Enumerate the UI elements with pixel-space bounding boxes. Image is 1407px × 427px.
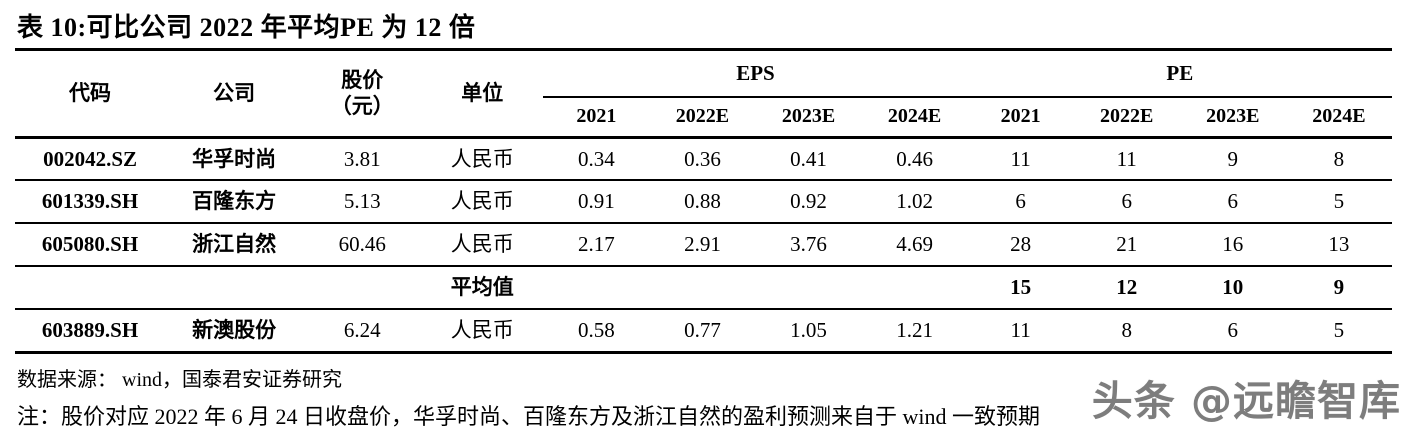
cell-pe-2021: 28 — [1010, 232, 1032, 257]
col-header-eps-2024e: 2024E — [887, 105, 942, 128]
cell-eps-2024E: 1.02 — [896, 189, 933, 214]
table-row: 601339.SH 百隆东方 5.13 人民币 0.91 0.88 0.92 1.02 6 6 6 5 — [15, 180, 1392, 223]
group-header-pe: PE — [967, 51, 1392, 98]
cell-price: 6.24 — [343, 318, 381, 343]
cell-eps-2022E: 0.88 — [684, 189, 721, 214]
col-header-pe-2023e: 2023E — [1206, 105, 1260, 128]
data-source-text: 数据来源： wind，国泰君安证券研究 — [17, 368, 342, 391]
cell-eps-2021: 0.91 — [578, 189, 615, 214]
cell-average-label: 平均值 — [450, 275, 514, 300]
cell-company — [165, 266, 303, 309]
col-header-eps-2022e: 2022E — [675, 105, 730, 128]
col-header-eps-2023e: 2023E — [781, 105, 836, 128]
cell-pe-2022E: 6 — [1121, 189, 1132, 214]
cell-eps-2021: 0.34 — [578, 146, 615, 171]
col-header-unit: 单位 — [461, 81, 504, 106]
cell-eps-2021: 2.17 — [578, 232, 615, 257]
cell-eps-2023E: 3.76 — [790, 232, 827, 257]
cell-unit: 人民币 — [450, 232, 514, 257]
cell-price — [303, 266, 421, 309]
table-title: 表 10:可比公司 2022 年平均PE 为 12 倍 — [15, 0, 1392, 51]
table-row: 603889.SH 新澳股份 6.24 人民币 0.58 0.77 1.05 1.21 11 8 6… — [15, 309, 1392, 352]
col-header-pe-2024e: 2024E — [1312, 105, 1366, 128]
cell-pe-2023E: 9 — [1227, 146, 1239, 171]
cell-code: 605080.SH — [41, 232, 139, 257]
cell-pe-2021: 11 — [1010, 146, 1031, 171]
cell-eps-2022E: 0.77 — [684, 318, 721, 343]
watermark-text: 头条 @远瞻智库 — [1091, 377, 1401, 425]
col-header-price: 股价 （元） — [303, 51, 421, 137]
cell-eps-2023E: 1.05 — [790, 318, 827, 343]
col-header-pe-2022e: 2022E — [1100, 105, 1154, 128]
col-header-eps-2021: 2021 — [576, 105, 617, 128]
col-header-company: 公司 — [213, 81, 256, 106]
cell-code — [15, 266, 165, 309]
cell-company: 华孚时尚 — [192, 146, 277, 171]
cell-code: 603889.SH — [41, 318, 139, 343]
cell-pe-2023E: 16 — [1222, 232, 1244, 257]
cell-company: 浙江自然 — [192, 232, 277, 257]
cell-eps-2023E: 0.41 — [790, 146, 827, 171]
cell-pe-2022E: 21 — [1116, 232, 1138, 257]
table-body: 002042.SZ 华孚时尚 3.81 人民币 0.34 0.36 0.41 0.46 11 11… — [15, 137, 1392, 352]
cell-eps-2024E: 4.69 — [896, 232, 933, 257]
cell-eps-2021 — [543, 266, 649, 309]
col-header-pe-2021: 2021 — [1000, 105, 1041, 128]
table-header: 代码 公司 股价 （元） 单位 EPS PE 2021 2022E 2023E … — [15, 51, 1392, 137]
note-text: 注：股价对应 2022 年 6 月 24 日收盘价，华孚时尚、百隆东方及浙江自然… — [17, 403, 1041, 427]
cell-price: 5.13 — [343, 189, 381, 214]
cell-pe-2023E: 10 — [1222, 275, 1244, 300]
cell-code: 002042.SZ — [43, 146, 138, 171]
table-row: 002042.SZ 华孚时尚 3.81 人民币 0.34 0.36 0.41 0.46 11 11… — [15, 137, 1392, 180]
cell-company: 新澳股份 — [192, 318, 277, 343]
cell-eps-2022E: 2.91 — [684, 232, 721, 257]
cell-unit: 人民币 — [450, 318, 514, 343]
col-header-code: 代码 — [69, 81, 112, 106]
cell-eps-2022E — [649, 266, 755, 309]
cell-eps-2021: 0.58 — [578, 318, 615, 343]
cell-eps-2023E — [755, 266, 861, 309]
cell-pe-2022E: 8 — [1121, 318, 1132, 343]
cell-eps-2024E — [862, 266, 968, 309]
cell-pe-2022E: 11 — [1116, 146, 1137, 171]
cell-price: 60.46 — [338, 232, 386, 257]
price-header-line2: （元） — [330, 94, 394, 119]
cell-pe-2021: 15 — [1010, 275, 1032, 300]
cell-pe-2021: 11 — [1010, 318, 1031, 343]
cell-pe-2023E: 6 — [1227, 189, 1239, 214]
cell-pe-2024E: 5 — [1333, 189, 1345, 214]
cell-eps-2022E: 0.36 — [684, 146, 721, 171]
cell-pe-2024E: 5 — [1333, 318, 1345, 343]
table-row: 605080.SH 浙江自然 60.46 人民币 2.17 2.91 3.76 4.69 28 2… — [15, 223, 1392, 266]
comparable-companies-table: 代码 公司 股价 （元） 单位 EPS PE 2021 2022E 2023E … — [15, 51, 1392, 354]
price-header-line1: 股价 — [341, 68, 384, 92]
cell-eps-2024E: 0.46 — [896, 146, 933, 171]
cell-eps-2023E: 0.92 — [790, 189, 827, 214]
cell-code: 601339.SH — [41, 189, 139, 214]
cell-unit: 人民币 — [450, 146, 514, 171]
cell-unit: 人民币 — [450, 189, 514, 214]
group-header-eps: EPS — [543, 51, 968, 98]
cell-pe-2024E: 13 — [1328, 232, 1350, 257]
cell-price: 3.81 — [343, 146, 381, 171]
cell-eps-2024E: 1.21 — [896, 318, 933, 343]
cell-pe-2024E: 9 — [1333, 275, 1345, 300]
cell-company: 百隆东方 — [192, 189, 277, 214]
cell-pe-2021: 6 — [1015, 189, 1026, 214]
table-row-average: 平均值 15 12 10 9 — [15, 266, 1392, 309]
cell-pe-2023E: 6 — [1227, 318, 1239, 343]
cell-pe-2024E: 8 — [1333, 146, 1345, 171]
cell-pe-2022E: 12 — [1116, 275, 1138, 300]
